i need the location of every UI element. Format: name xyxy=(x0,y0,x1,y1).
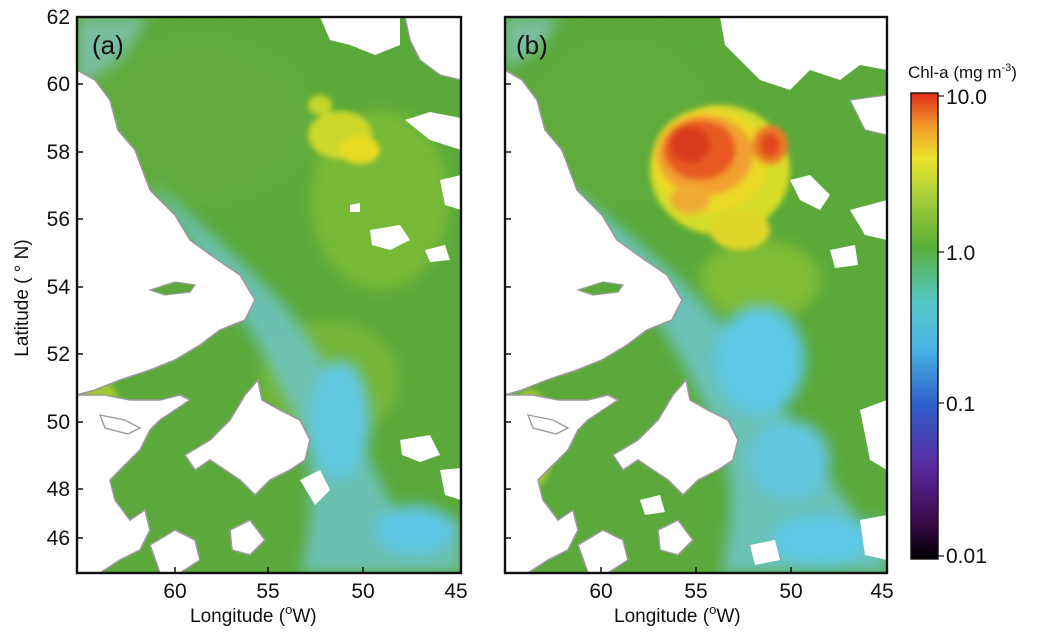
colorbar xyxy=(910,92,939,560)
x-tick-label: 45 xyxy=(870,580,893,603)
panel-a-label: (a) xyxy=(92,30,124,60)
island-b xyxy=(526,414,570,435)
y-tick-label: 46 xyxy=(47,527,70,550)
x-tick-label: 60 xyxy=(163,580,186,603)
x-tick-label: 45 xyxy=(444,580,467,603)
y-axis-label: Latitude ( ° N) xyxy=(12,239,33,356)
y-tick-label: 56 xyxy=(47,208,70,231)
y-tick-label: 58 xyxy=(47,141,70,164)
x-tick-label: 60 xyxy=(589,580,612,603)
x-tick-label: 55 xyxy=(684,580,707,603)
x-tick-marks xyxy=(174,567,792,573)
y-tick-label: 54 xyxy=(47,276,71,299)
panel-a-map xyxy=(77,17,461,573)
colorbar-title: Chl-a (mg m-3) xyxy=(908,62,1017,82)
y-tick-label: 62 xyxy=(47,6,70,29)
x-axis-label-b: Longitude (oW) xyxy=(614,602,741,627)
panel-b-label: (b) xyxy=(516,30,548,60)
colorbar-tick-label: 0.01 xyxy=(946,545,987,568)
y-tick-label: 50 xyxy=(47,411,70,434)
y-axis-ticks: 62 60 58 56 54 52 50 48 46 xyxy=(47,6,71,550)
y-tick-label: 48 xyxy=(47,478,70,501)
y-tick-label: 52 xyxy=(47,343,70,366)
y-tick-label: 60 xyxy=(47,73,70,96)
x-axis-ticks-a: 60 55 50 45 xyxy=(163,580,467,603)
x-tick-label: 50 xyxy=(351,580,374,603)
panel-b-map xyxy=(505,17,887,573)
colorbar-ticks xyxy=(938,95,944,557)
land-mask-a xyxy=(77,69,311,573)
colorbar-tick-label: 1.0 xyxy=(946,242,975,265)
x-axis-label-a: Longitude (oW) xyxy=(190,602,317,627)
colorbar-tick-label: 0.1 xyxy=(946,393,975,416)
island-a xyxy=(98,414,142,435)
x-axis-ticks-b: 60 55 50 45 xyxy=(589,580,893,603)
land-mask-b xyxy=(505,69,739,573)
panel-a-frame xyxy=(75,15,463,575)
x-tick-label: 55 xyxy=(256,580,279,603)
y-tick-marks xyxy=(77,83,511,539)
colorbar-tick-label: 10.0 xyxy=(946,86,987,109)
x-tick-label: 50 xyxy=(779,580,802,603)
